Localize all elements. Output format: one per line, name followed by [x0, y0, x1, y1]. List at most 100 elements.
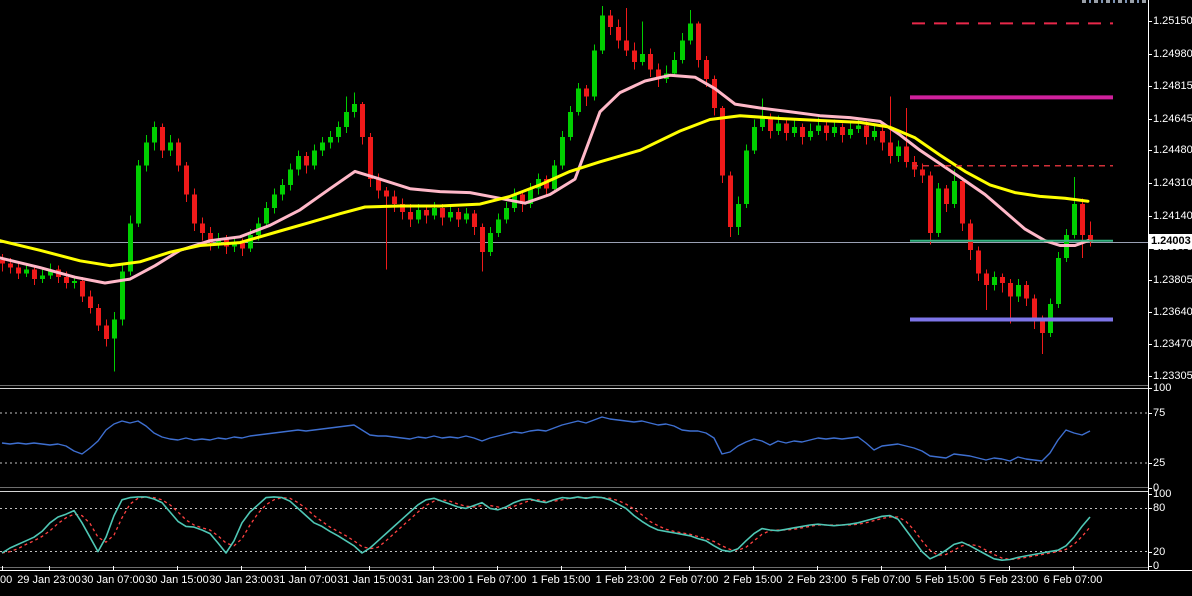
candle [16, 261, 21, 280]
price-axis-label: 1.24140 [1153, 210, 1192, 222]
time-axis-tick [1073, 566, 1074, 570]
candle [848, 121, 853, 139]
axis-tick [1148, 21, 1152, 22]
candle [864, 121, 869, 145]
candle [192, 188, 197, 231]
time-axis-tick [433, 566, 434, 570]
time-axis-tick [497, 566, 498, 570]
candle [144, 134, 149, 172]
candle [176, 138, 181, 172]
main-price-chart[interactable] [0, 0, 1148, 385]
price-axis-label: 1.25150 [1153, 15, 1192, 27]
rsi-axis-label: 25 [1153, 457, 1166, 469]
candle [648, 48, 653, 78]
candle [184, 161, 189, 203]
candle [0, 254, 5, 272]
candle [800, 123, 805, 145]
time-axis-tick [241, 566, 242, 570]
candle [1056, 252, 1061, 308]
candle [824, 121, 829, 141]
price-axis-label: 1.24980 [1153, 48, 1192, 60]
stochastic-indicator-panel[interactable] [0, 492, 1148, 567]
candle [464, 208, 469, 224]
candle [120, 265, 125, 326]
candle [616, 19, 621, 49]
time-axis-label: 31 Jan 23:00 [401, 574, 465, 586]
candle [128, 215, 133, 276]
axis-tick [1148, 463, 1152, 464]
axis-tick [1148, 150, 1152, 151]
candle [504, 202, 509, 224]
stochastic-panel-top-border[interactable] [0, 491, 1148, 492]
stochastic-axis-label: 80 [1153, 502, 1166, 514]
price-axis-border [1148, 0, 1149, 570]
current-price-label: 1.24003 [1148, 234, 1192, 249]
candle [1008, 279, 1013, 324]
time-axis-tick [945, 566, 946, 570]
price-axis-label: 1.23640 [1153, 306, 1192, 318]
stochastic-axis-label: 0 [1153, 560, 1160, 572]
candle [624, 8, 629, 56]
candle [408, 204, 413, 228]
candle [24, 263, 29, 278]
axis-tick [1148, 508, 1152, 509]
candle [896, 140, 901, 162]
price-axis-label: 1.23805 [1153, 274, 1192, 286]
candle [1080, 198, 1085, 258]
candle [160, 123, 165, 158]
candle [728, 171, 733, 237]
candle [976, 246, 981, 281]
candle [1024, 281, 1029, 306]
candle [296, 150, 301, 176]
candle [840, 123, 845, 143]
time-axis-tick [561, 566, 562, 570]
candle [352, 92, 357, 118]
time-axis-label: 5 Feb 23:00 [979, 574, 1039, 586]
time-axis-tick [625, 566, 626, 570]
ma-slow-yellow [0, 114, 1090, 268]
candle [752, 119, 757, 155]
candle [104, 319, 109, 347]
candle [544, 175, 549, 197]
candle [960, 177, 965, 231]
axis-tick [1148, 388, 1152, 389]
time-axis-tick [753, 566, 754, 570]
candle [640, 21, 645, 66]
candle [88, 290, 93, 314]
candle [792, 119, 797, 137]
price-axis-label: 1.24645 [1153, 113, 1192, 125]
time-axis-tick [1009, 566, 1010, 570]
candle [656, 63, 661, 87]
time-axis-tick [689, 566, 690, 570]
time-axis-tick [369, 566, 370, 570]
candle [488, 227, 493, 256]
candle [472, 209, 477, 235]
candle [872, 123, 877, 141]
axis-tick [1148, 216, 1152, 217]
candle [424, 206, 429, 224]
candle [952, 169, 957, 208]
candle [992, 271, 997, 291]
time-axis-tick [305, 566, 306, 570]
candle [440, 204, 445, 226]
candle [808, 123, 813, 141]
rsi-axis-label: 100 [1153, 382, 1172, 394]
candle [928, 171, 933, 245]
candle [680, 33, 685, 64]
candle [608, 9, 613, 35]
candle [336, 121, 341, 143]
rsi-panel-top-border[interactable] [0, 388, 1148, 389]
candle [208, 227, 213, 251]
candle [288, 163, 293, 191]
candle [112, 311, 117, 372]
rsi-indicator-panel[interactable] [0, 389, 1148, 486]
axis-tick [1148, 54, 1152, 55]
axis-tick [1148, 488, 1152, 489]
stochastic-main-line [1, 496, 1091, 561]
time-axis-tick [177, 566, 178, 570]
candle [784, 119, 789, 141]
candle [152, 121, 157, 151]
candle [712, 75, 717, 116]
time-axis-label: 2 Feb 23:00 [787, 574, 847, 586]
